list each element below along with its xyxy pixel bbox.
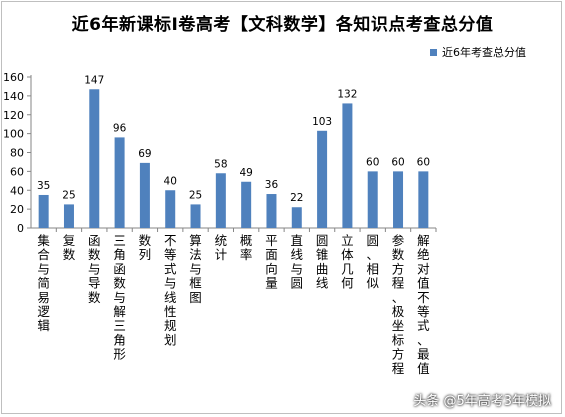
y-tick-label: 80	[10, 147, 24, 160]
bar	[139, 162, 150, 228]
data-label: 60	[366, 156, 379, 168]
bar	[418, 171, 429, 228]
y-tick-label: 140	[3, 90, 24, 103]
y-tick-label: 20	[10, 203, 24, 216]
legend: 近6年考查总分值	[430, 44, 526, 60]
data-label: 40	[164, 175, 177, 187]
bar	[190, 204, 201, 228]
bar	[317, 130, 328, 228]
bar	[393, 171, 404, 228]
bar	[291, 207, 302, 228]
data-label: 60	[391, 156, 404, 168]
watermark: 头条 @5年高考3年模拟	[413, 394, 551, 409]
bar	[63, 204, 74, 228]
bar	[89, 89, 100, 228]
category-label: 函数与导数	[88, 233, 101, 305]
y-tick-label: 60	[10, 165, 24, 178]
data-label: 132	[337, 88, 357, 100]
y-tick-label: 160	[3, 71, 24, 84]
data-label: 147	[84, 74, 104, 86]
category-label: 圆锥曲线	[316, 233, 329, 291]
bar	[165, 190, 176, 228]
data-label: 96	[113, 122, 127, 134]
bar	[215, 173, 226, 228]
data-label: 25	[62, 189, 75, 201]
data-label: 25	[189, 189, 202, 201]
bar	[241, 181, 252, 228]
category-label: 圆、相似	[366, 233, 379, 291]
category-label: 参数方程、极坐标方程	[392, 233, 405, 376]
data-label: 35	[37, 180, 50, 192]
category-label: 数列	[139, 233, 152, 262]
legend-swatch	[430, 48, 437, 56]
y-tick-label: 120	[3, 109, 24, 122]
data-label: 49	[239, 167, 252, 179]
category-label: 三角函数与解三角形	[113, 233, 126, 362]
category-label: 解绝对值不等式、最值	[417, 233, 430, 376]
y-tick-label: 100	[3, 128, 24, 141]
legend-label: 近6年考查总分值	[442, 46, 526, 59]
category-label: 统计	[215, 233, 228, 262]
category-label: 复数	[63, 233, 76, 262]
data-label: 58	[214, 158, 227, 170]
bar	[266, 194, 277, 228]
bar	[342, 103, 353, 228]
y-tick-label: 40	[10, 184, 24, 197]
y-tick-label: 0	[17, 222, 24, 235]
data-label: 60	[417, 156, 430, 168]
chart-title: 近6年新课标Ⅰ卷高考【文科数学】各知识点考查总分值	[71, 15, 494, 35]
bar	[114, 137, 125, 228]
category-label: 算法与框图	[189, 233, 202, 305]
category-label: 立体几何	[341, 233, 354, 291]
category-label: 集合与简易逻辑	[37, 233, 50, 333]
category-label: 不等式与线性规划	[164, 233, 177, 347]
bar	[367, 171, 378, 228]
category-label: 平面向量	[265, 233, 278, 291]
bar	[38, 194, 49, 228]
data-label: 36	[265, 179, 279, 191]
data-label: 22	[290, 192, 303, 204]
data-label: 103	[312, 116, 332, 128]
category-label: 直线与圆	[291, 233, 304, 291]
category-label: 概率	[240, 233, 253, 262]
data-label: 69	[138, 148, 151, 160]
